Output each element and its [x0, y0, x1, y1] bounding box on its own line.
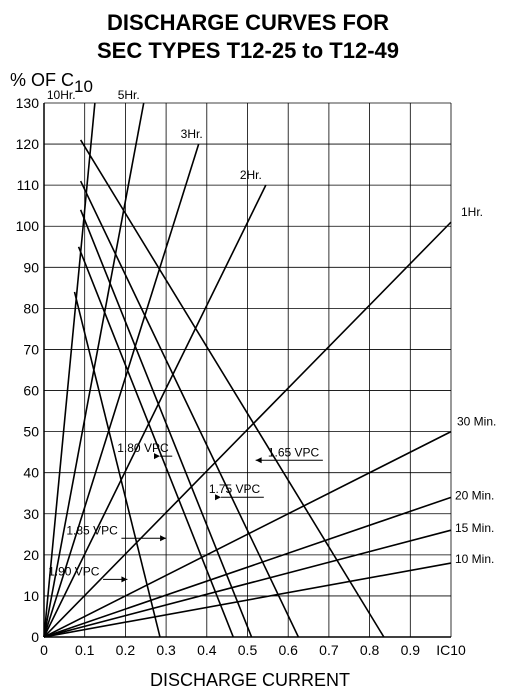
- y-axis-label-main: % OF C: [10, 70, 74, 90]
- x-tick-label: 0.1: [75, 642, 95, 658]
- series-line-vpc: [77, 246, 234, 638]
- vpc-annotation-arrow: [153, 453, 160, 460]
- series-label-rate: 3Hr.: [181, 127, 203, 141]
- vpc-annotation-arrow: [255, 457, 262, 464]
- y-tick-label: 110: [17, 177, 40, 193]
- y-axis-label-subscript: 10: [74, 77, 93, 96]
- x-tick-label: 0.7: [319, 642, 339, 658]
- vpc-annotation-label: 1.80 VPC: [117, 441, 169, 455]
- series-label-rate: 20 Min.: [455, 488, 494, 502]
- vpc-annotation-label: 1.90 VPC: [48, 564, 100, 578]
- series-line-vpc: [79, 180, 300, 638]
- x-tick-label: 0.9: [401, 642, 421, 658]
- y-tick-label: 50: [23, 424, 39, 440]
- series-line-rate: [43, 496, 452, 638]
- x-tick-label: 0.3: [156, 642, 176, 658]
- annotation-group: 1.65 VPC 1.75 VPC 1.80 VPC 1.85 VPC 1.90 VPC: [48, 441, 323, 583]
- x-tick-label: IC10: [436, 642, 466, 658]
- x-tick-label: 0.2: [116, 642, 136, 658]
- series-line-vpc: [73, 291, 161, 638]
- grid: [43, 102, 452, 638]
- series-line-rate: [43, 529, 452, 638]
- vpc-annotation-arrow: [160, 535, 167, 542]
- axis: 0 0.1 0.2 0.3 0.4 0.5 0.6 0.7 0.8 0.9 IC10 0 10 20 30 4…: [16, 95, 466, 658]
- y-tick-label: 120: [16, 136, 40, 152]
- series-label-rate: 2Hr.: [240, 168, 262, 182]
- y-tick-label: 40: [23, 465, 39, 481]
- series-line-vpc: [79, 139, 385, 638]
- series-label-rate: 1Hr.: [461, 205, 483, 219]
- x-axis-label: DISCHARGE CURRENT: [150, 670, 350, 690]
- vpc-annotation-label: 1.85 VPC: [66, 523, 118, 537]
- series-label-rate: 5Hr.: [118, 88, 140, 102]
- series-label-rate: 15 Min.: [455, 521, 494, 535]
- series-label-rate: 10 Min.: [455, 552, 494, 566]
- chart-title-line-2: SEC TYPES T12-25 to T12-49: [97, 38, 399, 63]
- y-tick-label: 0: [31, 629, 39, 645]
- y-tick-label: 20: [23, 547, 39, 563]
- chart-title-line-1: DISCHARGE CURVES FOR: [107, 10, 389, 35]
- x-tick-label: 0.4: [197, 642, 217, 658]
- y-tick-label: 130: [16, 95, 40, 111]
- x-tick-label: 0.5: [238, 642, 258, 658]
- vpc-annotation-arrow: [215, 494, 222, 501]
- y-axis-label: % OF C10: [10, 70, 93, 96]
- y-tick-label: 10: [23, 588, 39, 604]
- y-tick-label: 100: [16, 218, 40, 234]
- series-label-rate: 10Hr.: [47, 88, 76, 102]
- series-line-rate: [43, 143, 200, 638]
- series-line-vpc: [79, 209, 253, 638]
- vpc-annotation-label: 1.75 VPC: [209, 482, 261, 496]
- y-tick-label: 80: [23, 300, 39, 316]
- series-line-rate: [43, 221, 452, 638]
- series-group: 10Hr. 5Hr. 3Hr. 2Hr. 1Hr. 30 Min. 20 Min. 15 Mi…: [43, 88, 496, 638]
- series-label-rate: 30 Min.: [457, 415, 496, 429]
- y-tick-label: 60: [23, 383, 39, 399]
- vpc-annotation-label: 1.65 VPC: [268, 445, 320, 459]
- y-tick-label: 70: [23, 341, 39, 357]
- x-tick-label: 0.6: [278, 642, 298, 658]
- y-tick-label: 90: [23, 259, 39, 275]
- x-tick-label: 0.8: [360, 642, 380, 658]
- series-line-rate: [43, 562, 452, 638]
- vpc-annotation-arrow: [121, 576, 128, 583]
- series-line-rate: [43, 430, 452, 638]
- series-line-rate: [43, 184, 267, 638]
- y-tick-label: 30: [23, 506, 39, 522]
- x-tick-label: 0: [40, 642, 48, 658]
